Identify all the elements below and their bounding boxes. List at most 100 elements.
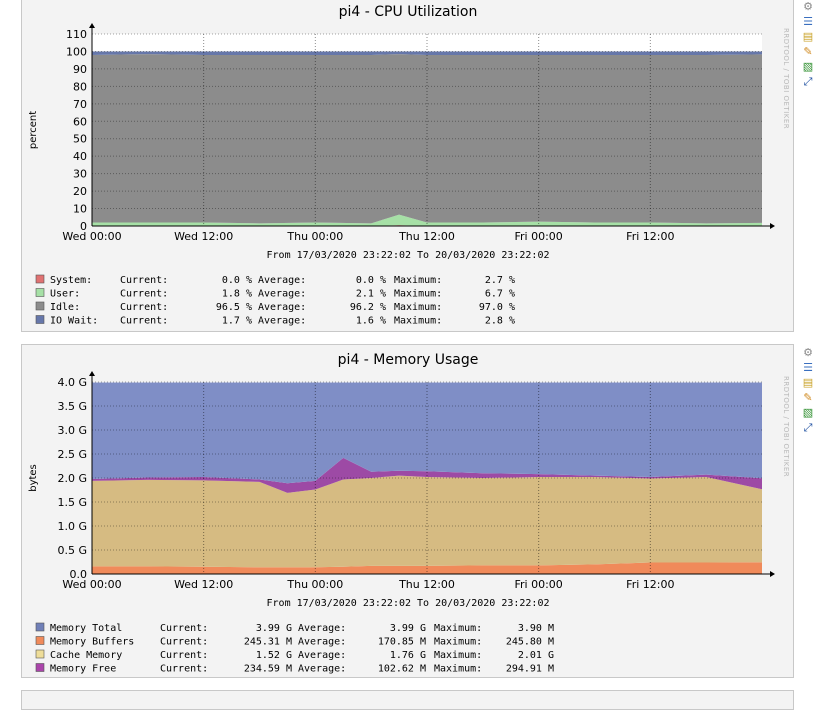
chart-title: pi4 - CPU Utilization [339, 4, 478, 20]
legend-swatch [35, 636, 45, 645]
series-area-memory-total [92, 382, 762, 484]
x-tick-label: Wed 00:00 [62, 578, 121, 591]
cpu-icon-toolbar: ⚙ ☰ ▤ ✎ ▧ ⤢ [800, 0, 818, 90]
legend-average-label: Average: [298, 664, 346, 675]
y-tick-label: 3.5 G [57, 400, 87, 413]
legend-name: Memory Buffers [50, 637, 134, 648]
legend-current-label: Current: [160, 623, 208, 634]
memory-usage-chart: pi4 - Memory Usage 0.0 0.5 G 1.0 G 1.5 G 2.0 … [28, 352, 790, 675]
legend-maximum-value: 2.8 % [485, 316, 515, 327]
memory-usage-panel: pi4 - Memory Usage 0.0 0.5 G 1.0 G 1.5 G 2.0 … [21, 344, 794, 678]
x-tick-label: Fri 00:00 [515, 578, 563, 591]
image-icon[interactable]: ▧ [802, 406, 814, 419]
x-tick-label: Wed 12:00 [174, 230, 233, 243]
legend-average-label: Average: [258, 302, 306, 313]
y-tick-label: 3.0 G [57, 424, 87, 437]
cpu-utilization-panel: pi4 - CPU Utilization 0 10 20 30 40 50 60 70 80 90… [21, 0, 794, 332]
y-tick-label: 60 [73, 115, 87, 128]
legend-current-value: 3.99 G [256, 623, 292, 634]
zoom-icon[interactable]: ⤢ [803, 75, 813, 88]
legend-average-value: 1.6 % [356, 316, 386, 327]
y-tick-label: 4.0 G [57, 376, 87, 389]
legend-swatch [35, 622, 45, 632]
series-area-idle [92, 54, 762, 224]
legend-current-value: 234.59 M [244, 664, 292, 675]
document-icon[interactable]: ▤ [802, 376, 814, 389]
image-icon[interactable]: ▧ [802, 60, 814, 73]
y-tick-label: 80 [73, 80, 87, 93]
legend-maximum-value: 294.91 M [506, 664, 554, 675]
legend-current-label: Current: [120, 289, 168, 300]
gear-icon[interactable]: ⚙ [803, 346, 813, 359]
list-icon[interactable]: ☰ [803, 361, 813, 374]
y-tick-label: 0.5 G [57, 544, 87, 557]
y-tick-label: 50 [73, 133, 87, 146]
legend-current-label: Current: [120, 302, 168, 313]
x-tick-label: Fri 12:00 [626, 578, 674, 591]
y-tick-label: 20 [73, 185, 87, 198]
y-tick-label: 1.0 G [57, 520, 87, 533]
legend-current-value: 1.7 % [222, 316, 252, 327]
y-tick-label: 2.0 G [57, 472, 87, 485]
legend-average-label: Average: [258, 289, 306, 300]
x-tick-label: Thu 12:00 [398, 230, 455, 243]
y-tick-label: 1.5 G [57, 496, 87, 509]
y-tick-label: 0.0 [70, 568, 88, 581]
edit-icon[interactable]: ✎ [803, 391, 813, 404]
x-tick-label: Thu 12:00 [398, 578, 455, 591]
series-area-io-wait [92, 51, 762, 55]
legend-maximum-label: Maximum: [394, 275, 442, 286]
cpu-utilization-chart: pi4 - CPU Utilization 0 10 20 30 40 50 60 70 80 90… [28, 4, 790, 327]
x-tick-label: Thu 00:00 [286, 230, 343, 243]
edit-icon[interactable]: ✎ [803, 45, 813, 58]
legend-current-label: Current: [160, 637, 208, 648]
legend-maximum-label: Maximum: [394, 316, 442, 327]
legend-maximum-value: 97.0 % [479, 302, 515, 313]
list-icon[interactable]: ☰ [803, 15, 813, 28]
legend-name: IO Wait: [50, 316, 98, 327]
legend-maximum-label: Maximum: [394, 302, 442, 313]
legend-average-value: 2.1 % [356, 289, 386, 300]
y-tick-label: 90 [73, 63, 87, 76]
zoom-icon[interactable]: ⤢ [803, 421, 813, 434]
x-tick-label: Wed 00:00 [62, 230, 121, 243]
legend-swatch [35, 288, 45, 297]
document-icon[interactable]: ▤ [802, 30, 814, 43]
legend-current-value: 0.0 % [222, 275, 252, 286]
legend-name: Memory Free [50, 664, 116, 675]
legend-average-label: Average: [298, 637, 346, 648]
legend-average-value: 170.85 M [378, 637, 426, 648]
y-tick-label: 30 [73, 168, 87, 181]
legend-current-value: 1.52 G [256, 650, 292, 661]
gear-icon[interactable]: ⚙ [803, 0, 813, 13]
legend-swatch [35, 649, 45, 659]
y-tick-label: 110 [66, 28, 87, 41]
legend-maximum-label: Maximum: [434, 623, 482, 634]
legend-average-value: 3.99 G [390, 623, 426, 634]
y-tick-label: 2.5 G [57, 448, 87, 461]
legend-maximum-value: 2.01 G [518, 650, 554, 661]
legend-name: Cache Memory [50, 650, 122, 661]
rrdtool-watermark: RRDTOOL / TOBI OETIKER [782, 376, 790, 477]
legend-maximum-value: 6.7 % [485, 289, 515, 300]
x-axis-arrow [770, 223, 775, 229]
legend-maximum-value: 2.7 % [485, 275, 515, 286]
x-tick-label: Thu 00:00 [286, 578, 343, 591]
date-range-label: From 17/03/2020 23:22:02 To 20/03/2020 2… [267, 250, 550, 261]
x-tick-label: Fri 12:00 [626, 230, 674, 243]
legend-current-label: Current: [160, 650, 208, 661]
y-axis-arrow [89, 23, 95, 28]
series-area-cache-memory [92, 475, 762, 568]
legend-average-label: Average: [258, 275, 306, 286]
y-tick-label: 70 [73, 98, 87, 111]
memory-icon-toolbar: ⚙ ☰ ▤ ✎ ▧ ⤢ [800, 346, 818, 436]
y-axis-arrow [89, 371, 95, 376]
legend-swatch [35, 663, 45, 672]
y-tick-label: 10 [73, 203, 87, 216]
legend-average-value: 102.62 M [378, 664, 426, 675]
legend-swatch [35, 274, 45, 284]
legend-average-value: 1.76 G [390, 650, 426, 661]
legend-current-value: 245.31 M [244, 637, 292, 648]
series-area-user [92, 214, 762, 226]
y-tick-label: 0 [80, 220, 87, 233]
